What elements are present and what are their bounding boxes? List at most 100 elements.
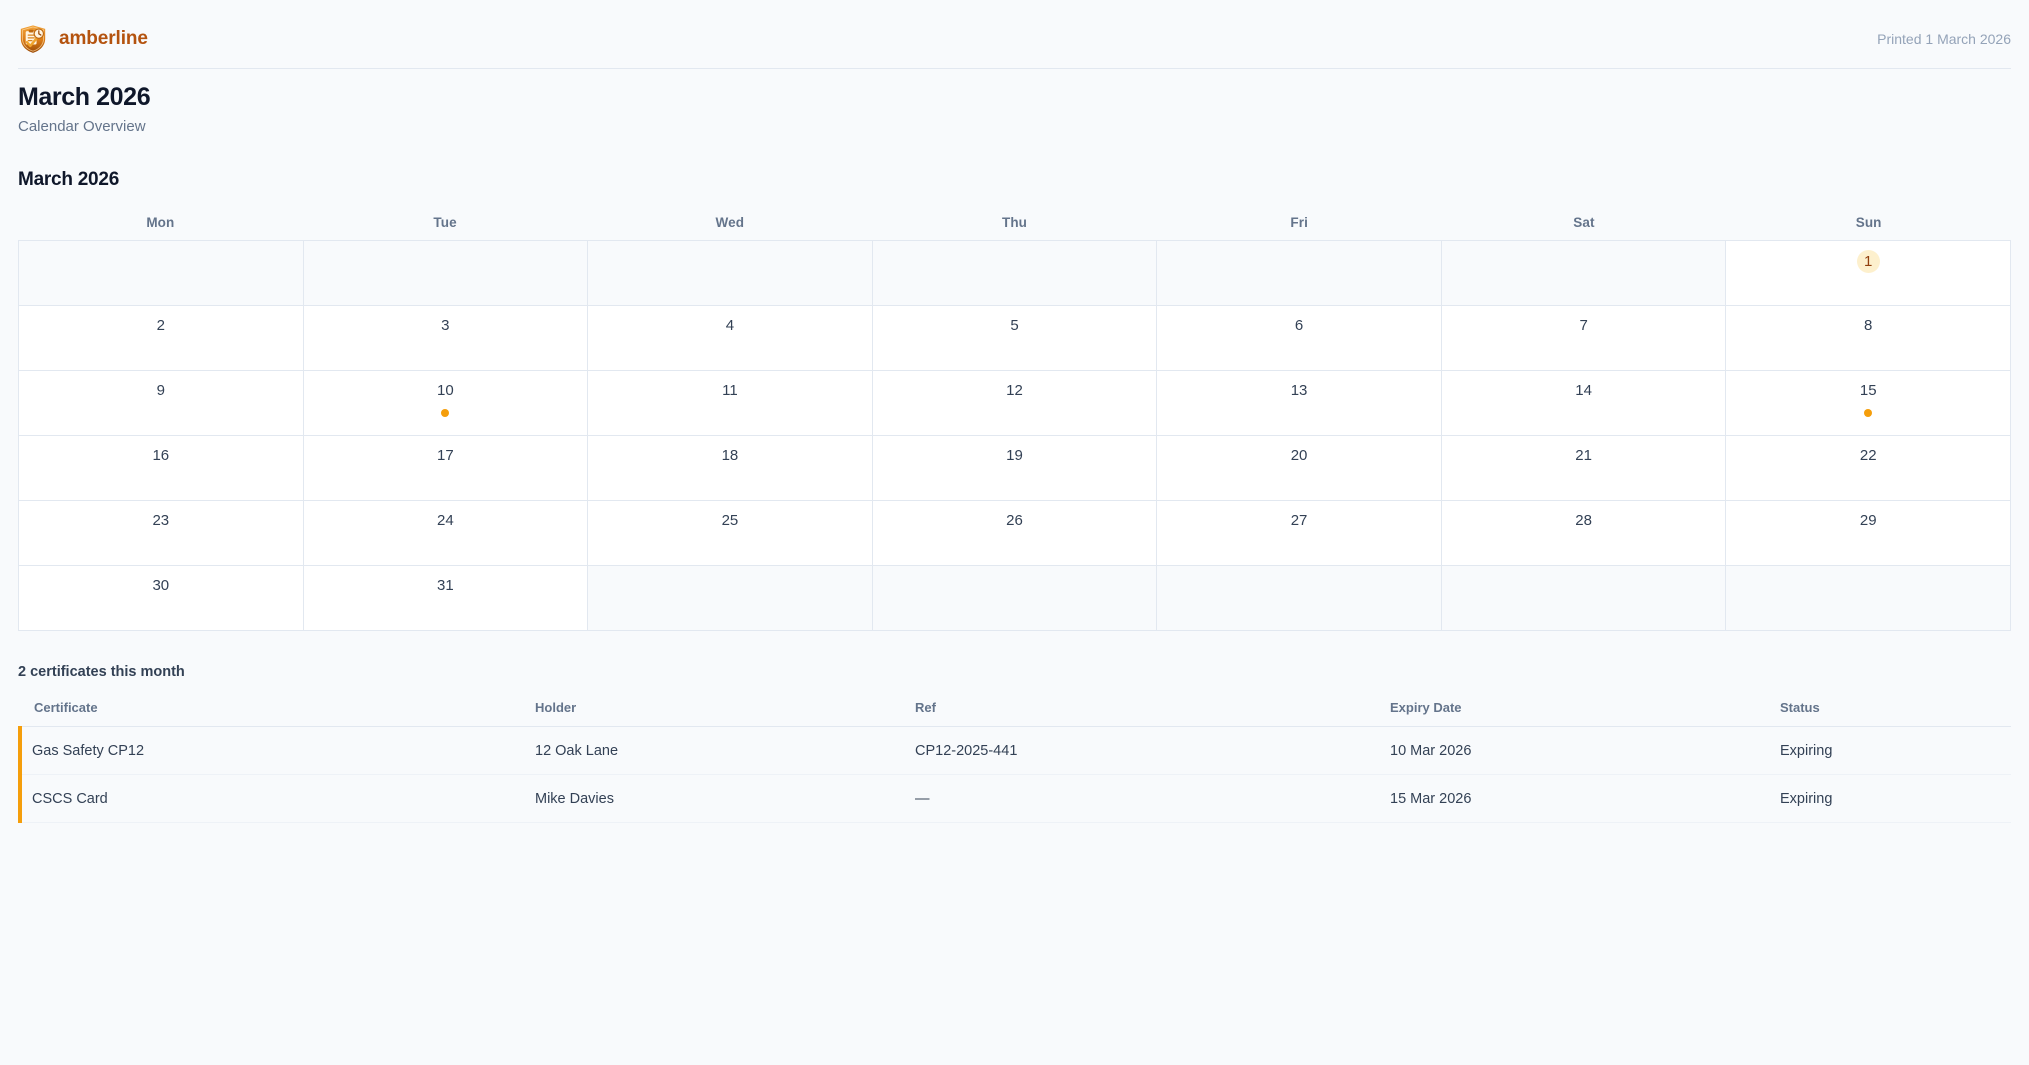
calendar-day-cell[interactable]: 17	[303, 435, 589, 501]
calendar-grid: 1 2 3 4 5 6 7 8 9 10 11 12 13 14 15 16 17 18 19 20 21 22 23 24 2…	[18, 239, 2011, 631]
calendar-day-number: 10	[437, 381, 454, 399]
calendar-day-cell[interactable]: 2	[19, 305, 304, 371]
printed-date: Printed 1 March 2026	[1877, 31, 2011, 47]
certificates-section: 2 certificates this month Certificate Ho…	[14, 631, 2015, 823]
calendar-day-cell[interactable]: 7	[1441, 305, 1727, 371]
calendar-day-number-today: 1	[1856, 249, 1880, 273]
page-subtitle: Calendar Overview	[18, 117, 146, 135]
table-header-row: Certificate Holder Ref Expiry Date Statu…	[20, 699, 2011, 727]
calendar-day-number: 22	[1859, 446, 1877, 464]
page-root: amberline Printed 1 March 2026 March 202…	[14, 24, 2015, 823]
weekday-label: Mon	[146, 214, 175, 230]
calendar-day-cell[interactable]: 22	[1726, 435, 2011, 501]
table-row[interactable]: Gas Safety CP12 12 Oak Lane CP12-2025-441 1…	[18, 726, 2011, 775]
calendar-day-cell[interactable]: 14	[1441, 370, 1727, 436]
document-header: March 2026 Calendar Overview	[14, 69, 2015, 135]
calendar-day-cell[interactable]: 30	[19, 565, 304, 631]
calendar-day-number: 16	[152, 446, 170, 464]
calendar-day-cell[interactable]: 13	[1157, 370, 1442, 436]
calendar-cell-empty	[1726, 565, 2011, 631]
calendar-month-label: March 2026	[18, 168, 120, 190]
calendar-day-cell[interactable]: 16	[19, 435, 304, 501]
calendar-day-cell[interactable]: 4	[588, 305, 873, 371]
calendar-day-number: 29	[1859, 511, 1877, 529]
calendar-day-cell[interactable]: 10	[303, 370, 589, 436]
calendar-day-number: 4	[725, 316, 735, 334]
calendar-cell-empty	[588, 240, 873, 306]
calendar-event-dot-icon	[441, 408, 450, 417]
header-divider	[18, 68, 2011, 69]
calendar-day-cell[interactable]: 25	[588, 500, 873, 566]
calendar-day-number: 28	[1575, 511, 1592, 529]
calendar-day-number: 24	[437, 511, 454, 529]
calendar-day-number: 6	[1294, 316, 1304, 334]
cell-holder: Mike Davies	[535, 774, 915, 823]
calendar-day-cell[interactable]: 15	[1726, 370, 2011, 436]
calendar-day-cell[interactable]: 8	[1726, 305, 2011, 371]
calendar-day-cell[interactable]: 9	[19, 370, 304, 436]
calendar-day-cell[interactable]: 1	[1726, 240, 2011, 306]
calendar-day-number: 23	[152, 511, 170, 529]
calendar-cell-empty	[1157, 240, 1442, 306]
weekday-label: Thu	[1001, 214, 1028, 230]
calendar-day-number: 12	[1006, 381, 1023, 399]
column-header-ref: Ref	[915, 699, 1390, 727]
calendar-cell-empty	[19, 240, 304, 306]
calendar-section: March 2026 Mon Tue Wed Thu Fri Sat Sun 1…	[14, 135, 2015, 631]
column-header-expiry-date: Expiry Date	[1390, 699, 1780, 727]
column-header-status: Status	[1780, 699, 2011, 727]
calendar-day-cell[interactable]: 21	[1441, 435, 1727, 501]
cell-ref: CP12-2025-441	[915, 726, 1390, 775]
cell-status: Expiring	[1780, 726, 2011, 775]
calendar-day-cell[interactable]: 12	[872, 370, 1158, 436]
calendar-day-number: 3	[441, 316, 450, 334]
cell-certificate: Gas Safety CP12	[18, 726, 535, 775]
calendar-day-cell[interactable]: 29	[1726, 500, 2011, 566]
weekday-label: Sat	[1573, 214, 1595, 230]
table-row[interactable]: CSCS Card Mike Davies —15 Mar 2026 Expiring	[18, 774, 2011, 823]
calendar-cell-empty	[1157, 565, 1442, 631]
calendar-event-dot-icon	[1864, 408, 1873, 417]
calendar-day-cell[interactable]: 23	[19, 500, 304, 566]
cell-expiry-date: 10 Mar 2026	[1390, 726, 1780, 775]
calendar-day-cell[interactable]: 18	[588, 435, 873, 501]
column-header-holder: Holder	[535, 699, 915, 727]
brand-name: amberline	[59, 28, 148, 49]
calendar-day-number: 30	[152, 576, 170, 594]
calendar-day-cell[interactable]: 19	[872, 435, 1158, 501]
calendar-cell-empty	[1441, 240, 1727, 306]
calendar-cell-empty	[872, 565, 1158, 631]
calendar-day-number: 25	[721, 511, 739, 529]
brand: amberline	[18, 24, 148, 54]
calendar-day-number: 11	[722, 381, 738, 399]
certificates-table-head: Certificate Holder Ref Expiry Date Statu…	[20, 699, 2011, 727]
calendar-day-number: 7	[1579, 316, 1588, 334]
calendar-day-number: 15	[1859, 381, 1877, 399]
calendar-day-cell[interactable]: 28	[1441, 500, 1727, 566]
cell-expiry-date: 15 Mar 2026	[1390, 774, 1780, 823]
weekday-label: Sun	[1855, 214, 1882, 230]
calendar-day-cell[interactable]: 5	[872, 305, 1158, 371]
calendar-day-cell[interactable]: 26	[872, 500, 1158, 566]
calendar-day-number: 5	[1010, 316, 1019, 334]
calendar-day-number: 14	[1575, 381, 1592, 399]
calendar-day-cell[interactable]: 24	[303, 500, 589, 566]
calendar-day-number: 2	[156, 316, 165, 334]
certificates-table-body: Gas Safety CP12 12 Oak Lane CP12-2025-441 1…	[18, 726, 2011, 823]
calendar-day-number: 9	[156, 381, 165, 399]
calendar-day-cell[interactable]: 3	[303, 305, 589, 371]
calendar-day-cell[interactable]: 6	[1157, 305, 1442, 371]
calendar-weekday-row: Mon Tue Wed Thu Fri Sat Sun	[18, 215, 2011, 230]
certificates-count: 2 certificates this month	[18, 663, 185, 680]
calendar-day-cell[interactable]: 31	[303, 565, 589, 631]
calendar-day-number: 13	[1290, 381, 1308, 399]
page-title: March 2026	[18, 83, 151, 111]
calendar-day-number: 18	[721, 446, 739, 464]
calendar-day-number: 27	[1290, 511, 1308, 529]
cell-status: Expiring	[1780, 774, 2011, 823]
cell-ref: —	[915, 774, 1390, 823]
calendar-day-cell[interactable]: 27	[1157, 500, 1442, 566]
calendar-day-cell[interactable]: 11	[588, 370, 873, 436]
calendar-day-cell[interactable]: 20	[1157, 435, 1442, 501]
weekday-label: Fri	[1290, 214, 1308, 230]
